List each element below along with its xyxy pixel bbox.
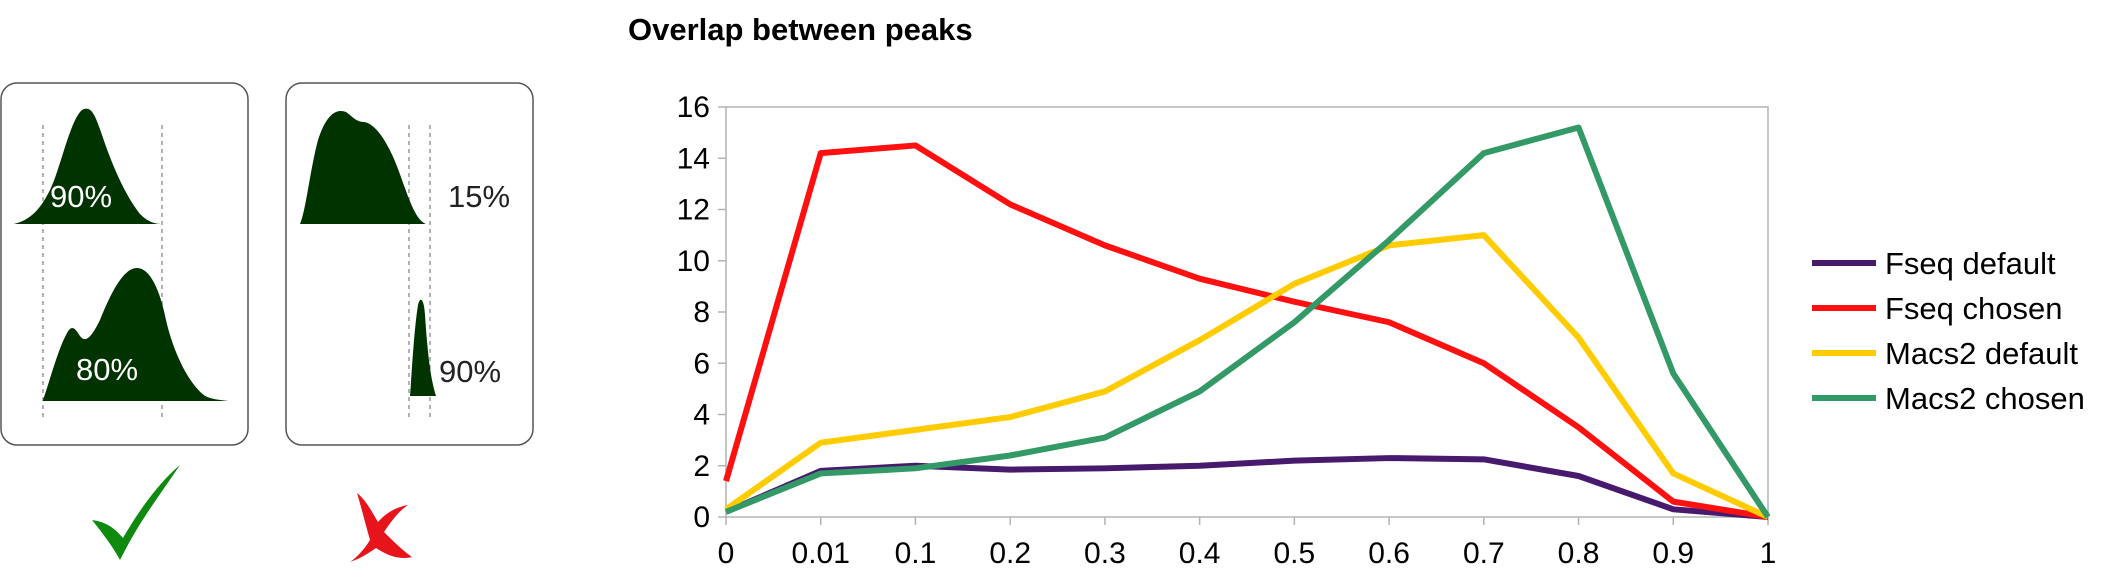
y-tick-label: 0 (693, 501, 710, 534)
good-top-percent: 90% (50, 179, 112, 214)
bad-top-percent: 15% (448, 179, 510, 214)
y-tick-label: 16 (677, 91, 710, 124)
legend-label: Macs2 chosen (1885, 381, 2085, 416)
x-tick-label: 0.8 (1558, 537, 1600, 570)
x-tick-label: 0.7 (1463, 537, 1505, 570)
good-bottom-percent: 80% (76, 352, 138, 387)
y-tick-label: 10 (677, 245, 710, 278)
legend-label: Fseq chosen (1885, 291, 2063, 326)
y-tick-label: 2 (693, 450, 710, 483)
legend-label: Macs2 default (1885, 336, 2078, 371)
legend-item: Fseq default (1812, 246, 2056, 281)
peak-shape (43, 268, 228, 401)
series-line-macs2-default (724, 232, 1770, 520)
series-lines (723, 124, 1771, 520)
series-line-macs2-chosen (724, 124, 1771, 519)
chart-title: Overlap between peaks (628, 12, 973, 47)
x-tick-label: 0.4 (1179, 537, 1221, 570)
x-tick-label: 0.5 (1274, 537, 1316, 570)
legend-item: Fseq chosen (1812, 291, 2063, 326)
x-tick-label: 0 (718, 537, 735, 570)
x-tick-label: 0.01 (792, 537, 850, 570)
x-tick-label: 0.3 (1084, 537, 1126, 570)
x-tick-label: 1 (1760, 537, 1777, 570)
x-tick-label: 0.2 (989, 537, 1031, 570)
legend-label: Fseq default (1885, 246, 2056, 281)
peak-shape (410, 299, 436, 396)
bad-bottom-percent: 90% (439, 354, 501, 389)
y-axis: 0 2 4 6 8 10 12 14 16 (677, 91, 726, 534)
checkmark-icon (92, 465, 180, 560)
x-tick-label: 0.9 (1652, 537, 1694, 570)
x-tick-label: 0.1 (895, 537, 937, 570)
legend-item: Macs2 default (1812, 336, 2078, 371)
y-tick-label: 6 (693, 347, 710, 380)
overlap-illustration: 90% 80% 15% 90% (0, 82, 534, 562)
peak-shape (300, 110, 426, 224)
y-tick-label: 4 (693, 399, 710, 432)
cross-icon (350, 493, 412, 562)
legend-item: Macs2 chosen (1812, 381, 2085, 416)
series-line-fseq-default (724, 455, 1769, 520)
x-axis: 0 0.01 0.1 0.2 0.3 0.4 0.5 0.6 0.7 0.8 0.9 1 (718, 517, 1777, 570)
series-line-fseq-chosen (723, 142, 1769, 520)
y-tick-label: 14 (677, 142, 710, 175)
y-tick-label: 12 (677, 194, 710, 227)
x-tick-label: 0.6 (1368, 537, 1410, 570)
peak-shape (14, 108, 162, 224)
y-tick-label: 8 (693, 296, 710, 329)
legend: Fseq default Fseq chosen Macs2 default Macs… (1812, 246, 2085, 416)
